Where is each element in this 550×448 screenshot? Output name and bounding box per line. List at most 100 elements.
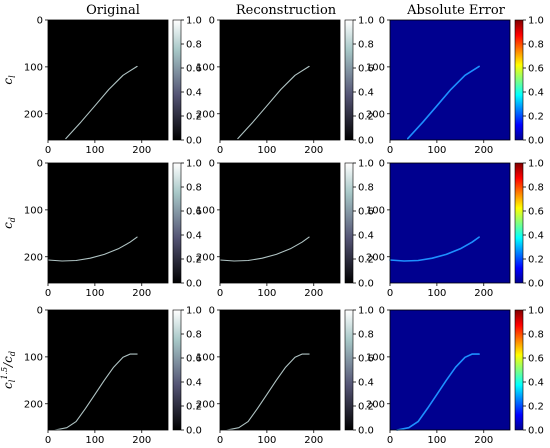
colorbar-tick-label: 0.0 [358,426,374,437]
y-tick-label: 0 [379,16,385,27]
colorbar-tick-label: 0.8 [186,40,202,51]
image-background [48,163,168,283]
colorbar-tick-label: 0.8 [358,330,374,341]
row-label-part: 1.5 [0,367,9,380]
image-background [390,163,510,283]
axis-frame [47,19,169,141]
airfoil-curve [396,353,480,431]
y-tick-label: 100 [366,205,385,216]
colorbar [514,309,524,431]
row-label-part: l [8,379,17,382]
row-label-part: c [1,78,15,85]
x-tick-label: 100 [427,288,446,299]
colorbar-tick-label: 0.2 [528,255,544,266]
y-tick-label: 100 [366,352,385,363]
x-tick-label: 0 [217,435,223,446]
y-tick-label: 100 [196,62,215,73]
x-tick-label: 0 [45,435,51,446]
panel-row-cl-error: 0 100 200 0 100 200 0.0 0.2 0.4 0.6 0.8 1.0 [366,16,544,157]
colorbar-tick-label: 0.4 [528,231,544,242]
colorbar-tick-label: 0.4 [186,231,202,242]
panel-row-cd-error: 0 100 200 0 100 200 0.0 0.2 0.4 0.6 0.8 1.0 [366,159,544,300]
axis-frame [389,19,511,141]
y-tick-label: 200 [366,252,385,263]
axis-frame [47,309,169,431]
panel-row-cd-original: 0 100 200 0 100 200 0.0 0.2 0.4 0.6 0.8 1.0 [24,159,202,300]
airfoil-curve [65,65,138,140]
axis-frame [219,162,341,284]
x-tick-label: 0 [387,435,393,446]
x-tick-label: 100 [85,435,104,446]
colorbar-tick-label: 0.6 [528,64,544,75]
row-label-part: l [8,75,17,78]
colorbar-tick-label: 0.4 [528,378,544,389]
colorbar-tick-label: 0.0 [358,279,374,290]
colorbar-tick-label: 0.0 [358,136,374,147]
airfoil-curve [47,236,138,262]
panel-row-cl-original: 0 100 200 0 100 200 0.0 0.2 0.4 0.6 0.8 1.0 [24,16,202,157]
colorbar-tick-label: 0.8 [186,183,202,194]
colorbar-tick-label: 0.6 [358,354,374,365]
y-tick-label: 200 [196,109,215,120]
colorbar-tick-label: 0.4 [528,88,544,99]
colorbar-tick-label: 0.0 [528,426,544,437]
colorbar-tick-label: 0.2 [358,112,374,123]
y-tick-label: 200 [24,252,43,263]
x-tick-label: 200 [132,435,151,446]
axis-frame [219,19,341,141]
x-tick-label: 200 [474,145,493,156]
y-tick-label: 0 [37,159,43,170]
x-tick-label: 100 [257,435,276,446]
colorbar-tick-label: 0.4 [186,88,202,99]
colorbar-tick-label: 0.4 [358,231,374,242]
image-background [48,310,168,430]
y-tick-label: 200 [366,109,385,120]
colorbar-tick-label: 1.0 [358,159,374,170]
colorbar-tick-label: 0.2 [186,112,202,123]
row-label-part: c [1,222,15,229]
colorbar-tick-label: 0.6 [528,207,544,218]
y-tick-label: 200 [196,252,215,263]
airfoil-curve [389,236,480,262]
airfoil-curve [54,353,138,431]
column-title-reconstruction: Reconstruction [236,3,337,18]
colorbar-tick-label: 0.4 [358,378,374,389]
panel-row-cl-reconstruction: 0 100 200 0 100 200 0.0 0.2 0.4 0.6 0.8 1.0 [196,16,374,157]
y-tick-label: 0 [37,16,43,27]
colorbar-tick-label: 0.6 [186,64,202,75]
y-tick-label: 100 [24,205,43,216]
y-tick-label: 0 [209,16,215,27]
axis-frame [389,309,511,431]
column-title-absolute-error: Absolute Error [406,3,506,18]
x-tick-label: 200 [304,435,323,446]
colorbar [344,162,354,284]
y-tick-label: 100 [196,352,215,363]
colorbar [344,19,354,141]
colorbar [514,19,524,141]
colorbar-tick-label: 1.0 [528,159,544,170]
x-tick-label: 0 [217,288,223,299]
x-tick-label: 200 [132,145,151,156]
axis-frame [389,162,511,284]
x-tick-label: 100 [257,288,276,299]
colorbar-tick-label: 0.8 [528,330,544,341]
x-tick-label: 0 [217,145,223,156]
colorbar-tick-label: 0.0 [528,136,544,147]
airfoil-curve [226,353,310,431]
colorbar-tick-label: 1.0 [186,306,202,317]
colorbar-tick-label: 1.0 [186,16,202,27]
colorbar-tick-label: 0.6 [358,207,374,218]
image-background [390,310,510,430]
y-tick-label: 0 [209,159,215,170]
row-label-part: d [8,351,17,356]
colorbar [172,19,182,141]
colorbar-tick-label: 0.6 [186,354,202,365]
colorbar-tick-label: 0.8 [358,40,374,51]
image-background [390,20,510,140]
colorbar-tick-label: 0.6 [358,64,374,75]
colorbar [172,162,182,284]
x-tick-label: 0 [45,145,51,156]
image-background [220,163,340,283]
x-tick-label: 100 [257,145,276,156]
colorbar-tick-label: 0.2 [528,402,544,413]
